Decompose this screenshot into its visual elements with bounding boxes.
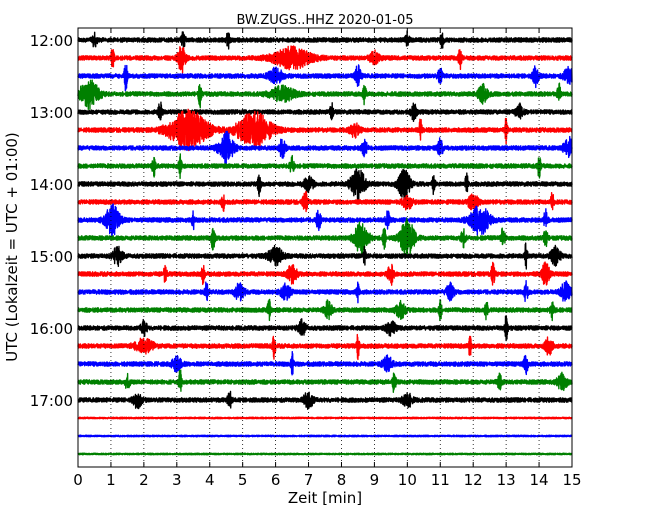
trace-row-1715	[77, 416, 573, 420]
y-tick-label: 16:00	[30, 320, 73, 338]
x-tick-label: 10	[398, 471, 417, 489]
trace-row-1345	[77, 153, 573, 180]
trace-row-1300	[77, 101, 573, 123]
x-tick-label: 6	[271, 471, 281, 489]
x-tick-label: 1	[106, 471, 116, 489]
x-tick-label: 15	[562, 471, 581, 489]
x-tick-label: 9	[370, 471, 380, 489]
x-tick-label: 14	[530, 471, 549, 489]
trace-row-1330	[77, 130, 573, 166]
y-axis-label: UTC (Lokalzeit = UTC + 01:00)	[3, 132, 21, 362]
y-tick-label: 14:00	[30, 176, 73, 194]
trace-row-1245	[77, 79, 573, 111]
x-axis-label: Zeit [min]	[288, 489, 362, 507]
trace-row-1530	[77, 280, 573, 304]
x-axis-ticks: 0 1 2 3 4 5 6 7 8 9 10 11 12 13 14 15	[73, 28, 582, 489]
trace-row-1230	[77, 64, 573, 92]
trace-row-1200	[77, 30, 573, 50]
trace-row-1745	[77, 452, 573, 456]
y-axis-ticks: 12:00 13:00 14:00 15:00 16:00 17:00	[30, 32, 572, 410]
trace-row-1500	[77, 242, 573, 270]
trace-row-1315	[77, 108, 573, 152]
plot-frame	[77, 27, 573, 468]
trace-row-1630	[77, 350, 573, 376]
trace-row-1545	[77, 298, 573, 322]
y-tick-label: 12:00	[30, 32, 73, 50]
x-tick-label: 8	[337, 471, 347, 489]
trace-row-1430	[77, 203, 573, 237]
x-tick-label: 3	[172, 471, 182, 489]
y-tick-label: 17:00	[30, 392, 73, 410]
x-tick-label: 7	[304, 471, 314, 489]
trace-row-1645	[77, 369, 573, 393]
chart-title: BW.ZUGS..HHZ 2020-01-05	[236, 13, 413, 28]
x-tick-label: 2	[139, 471, 149, 489]
y-tick-label: 15:00	[30, 248, 73, 266]
x-tick-label: 0	[73, 471, 83, 489]
y-tick-label: 13:00	[30, 104, 73, 122]
trace-row-1615	[77, 333, 573, 361]
x-tick-label: 12	[464, 471, 483, 489]
x-tick-label: 5	[238, 471, 248, 489]
trace-row-1400	[77, 168, 573, 202]
trace-row-1700	[77, 390, 573, 410]
x-tick-label: 11	[431, 471, 450, 489]
seismic-traces	[77, 30, 573, 456]
x-tick-label: 13	[497, 471, 516, 489]
trace-row-1415	[77, 190, 573, 213]
trace-row-1515	[77, 261, 573, 286]
x-tick-label: 4	[205, 471, 215, 489]
trace-row-1445	[77, 217, 573, 258]
trace-row-1730	[77, 434, 573, 438]
trace-row-1600	[77, 315, 573, 342]
trace-row-1215	[77, 45, 573, 74]
